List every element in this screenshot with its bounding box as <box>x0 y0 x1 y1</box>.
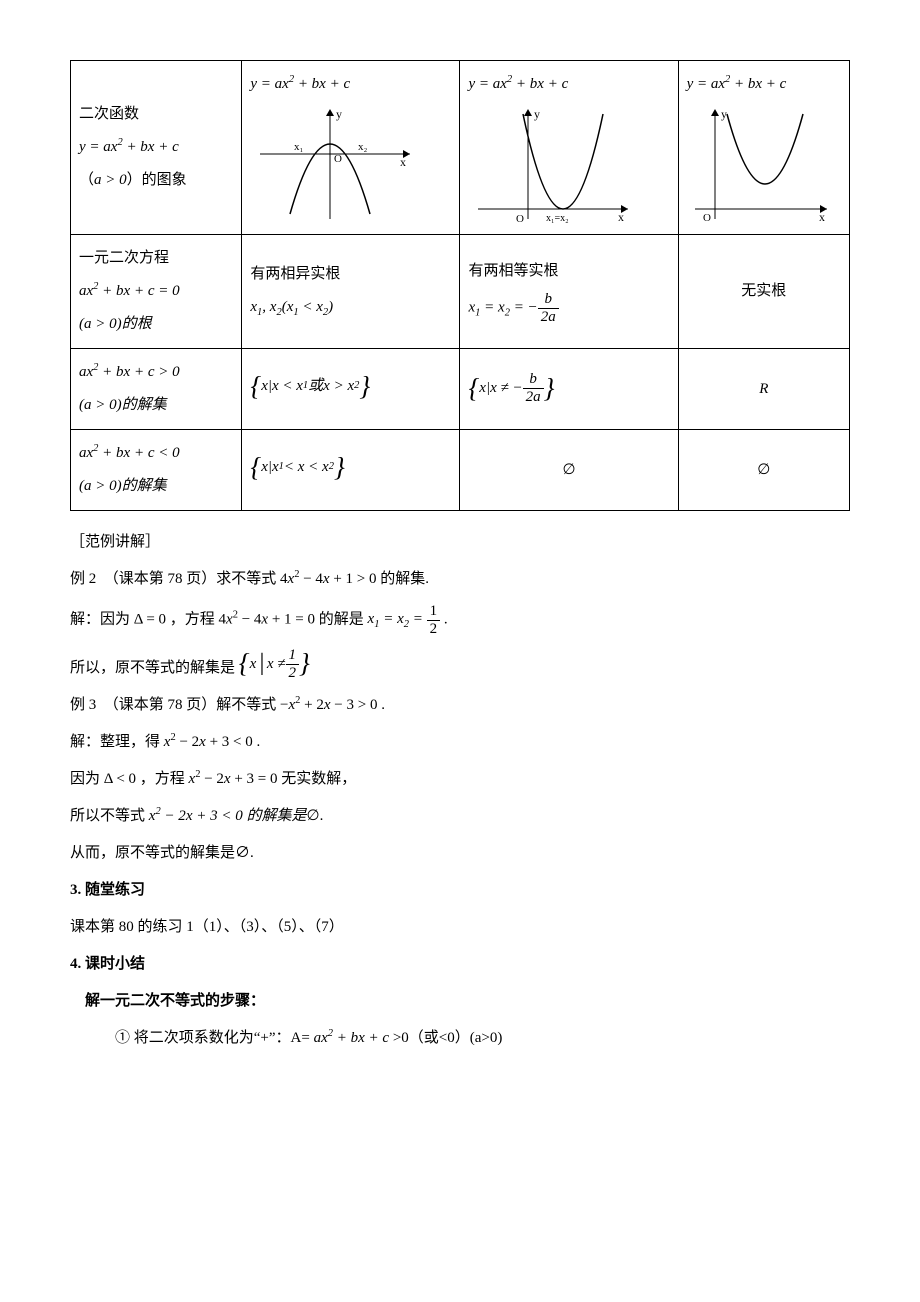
row2-col2: {x|x ≠ −b2a} <box>460 349 678 430</box>
row0-col3: y = ax2 + bx + c O y x <box>678 61 849 235</box>
ex3-title: 例 3 （课本第 78 页）解不等式 −x2 + 2x − 3 > 0 . <box>70 692 850 719</box>
row1-col3: 无实根 <box>678 235 849 349</box>
ex3-step2: 因为 Δ < 0 ，方程 x2 − 2x + 3 = 0 无实数解， <box>70 766 850 793</box>
svg-text:x₂: x₂ <box>358 141 368 153</box>
parabola-no-root-icon: O y x <box>687 104 837 224</box>
row2-label: ax2 + bx + c > 0 (a > 0)的解集 <box>71 349 242 430</box>
ex3-step4: 从而，原不等式的解集是∅. <box>70 840 850 867</box>
sec3-heading: 3. 随堂练习 <box>70 877 850 904</box>
row1-col1: 有两相异实根 x1, x2(x1 < x2) <box>242 235 460 349</box>
parabola-one-root-icon: O x₁=x₂ y x <box>468 104 638 224</box>
sec4-step1: ① 将二次项系数化为“+”：A= ax2 + bx + c >0（或<0）(a>… <box>70 1025 850 1052</box>
row0-col1: y = ax2 + bx + c x₁ x₂ O y x <box>242 61 460 235</box>
svg-text:x: x <box>618 210 624 224</box>
row0-col2: y = ax2 + bx + c O x₁=x₂ y x <box>460 61 678 235</box>
svg-text:O: O <box>703 212 711 224</box>
svg-text:y: y <box>534 107 540 121</box>
sec4-heading: 4. 课时小结 <box>70 951 850 978</box>
row1-label: 一元二次方程 ax2 + bx + c = 0 (a > 0)的根 <box>71 235 242 349</box>
svg-text:O: O <box>516 213 524 224</box>
ex2-title: 例 2 （课本第 78 页）求不等式 4x2 − 4x + 1 > 0 的解集. <box>70 566 850 593</box>
ex3-step3: 所以不等式 x2 − 2x + 3 < 0 的解集是∅. <box>70 803 850 830</box>
row2-col3: R <box>678 349 849 430</box>
row3-col2: ∅ <box>460 430 678 511</box>
parabola-two-roots-icon: x₁ x₂ O y x <box>250 104 420 224</box>
row2-col1: {x|x < x1或x > x2} <box>242 349 460 430</box>
svg-text:x₁: x₁ <box>294 141 304 153</box>
svg-text:x: x <box>400 155 406 169</box>
ex2-step1: 解：因为 Δ = 0 ，方程 4x2 − 4x + 1 = 0 的解是 x1 =… <box>70 603 850 637</box>
ex3-step1: 解：整理，得 x2 − 2x + 3 < 0 . <box>70 729 850 756</box>
svg-text:O: O <box>334 153 342 165</box>
svg-text:y: y <box>336 107 342 121</box>
summary-table: 二次函数 y = ax2 + bx + c （a > 0）的图象 y = ax2… <box>70 60 850 511</box>
row0-label-1: 二次函数 <box>79 101 233 128</box>
svg-text:y: y <box>721 107 727 121</box>
row0-fn: y = ax2 + bx + c <box>79 134 233 161</box>
sec4-sub: 解一元二次不等式的步骤： <box>70 988 850 1015</box>
sec3-body: 课本第 80 的练习 1（1）、（3）、（5）、（7） <box>70 914 850 941</box>
svg-text:x: x <box>819 210 825 224</box>
row3-col3: ∅ <box>678 430 849 511</box>
row3-label: ax2 + bx + c < 0 (a > 0)的解集 <box>71 430 242 511</box>
row3-col1: {x|x1 < x < x2} <box>242 430 460 511</box>
ex2-step2: 所以，原不等式的解集是 {x | x ≠ 12} <box>70 647 850 682</box>
row0-label-cell: 二次函数 y = ax2 + bx + c （a > 0）的图象 <box>71 61 242 235</box>
svg-text:x₁=x₂: x₁=x₂ <box>546 213 569 224</box>
section-examples-heading: ［范例讲解］ <box>70 529 850 556</box>
row0-cond: （a > 0）的图象 <box>79 167 233 194</box>
row1-col2: 有两相等实根 x1 = x2 = −b2a <box>460 235 678 349</box>
